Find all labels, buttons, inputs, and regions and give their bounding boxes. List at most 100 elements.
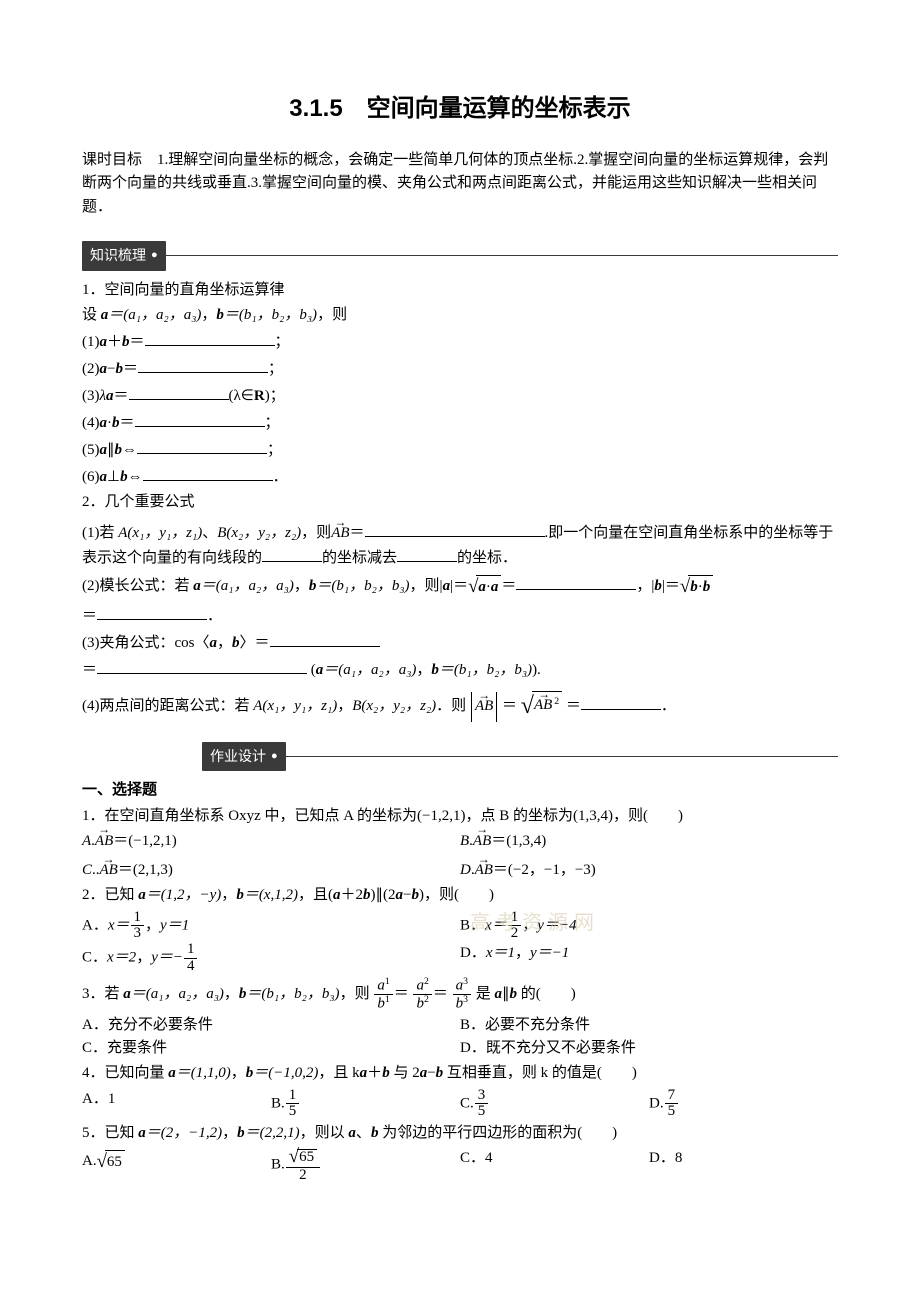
vb: b: [115, 361, 123, 377]
page-root: 3.1.5 空间向量运算的坐标表示 课时目标 1.理解空间向量坐标的概念，会确定…: [0, 0, 920, 1224]
blank: [262, 545, 322, 562]
vec-AB2: AB: [534, 694, 554, 717]
t: 为邻边的平行四边形的面积为( ): [378, 1125, 617, 1141]
t: 的坐标减去: [322, 550, 397, 566]
sqrt-aa: √a·a: [468, 572, 501, 601]
k2-heading: 2．几个重要公式: [82, 491, 838, 514]
vec-AB: AB: [475, 859, 493, 882]
vb: b: [431, 662, 439, 678]
q2-D: D．x＝1，y＝−1: [460, 942, 838, 975]
va: a: [100, 415, 108, 431]
va2: a: [348, 1125, 356, 1141]
t: ，则: [301, 525, 331, 541]
d: 5: [665, 1104, 679, 1120]
tab-dot-icon: ●: [268, 748, 278, 765]
l: B.: [271, 1157, 285, 1173]
blank: [516, 574, 636, 591]
r2: a: [491, 579, 499, 595]
section-knowledge-header: 知识梳理 ●: [82, 241, 838, 271]
t: ，则: [317, 307, 347, 323]
t: ＋2: [340, 887, 363, 903]
vec-AB: AB: [331, 522, 349, 545]
r2: b: [703, 579, 711, 595]
vb2: b: [654, 578, 662, 594]
lbl: (6): [82, 469, 100, 485]
va: a: [100, 469, 108, 485]
q2-choices-row2: C．x＝2，y＝−14 D．x＝1，y＝−1: [82, 942, 838, 975]
va: a: [100, 361, 108, 377]
eq: ＝: [82, 662, 97, 678]
q5-C: C．4: [460, 1147, 649, 1183]
ab: AB: [534, 697, 552, 713]
v: ＝(1,3,4): [491, 833, 546, 849]
va: a: [210, 635, 218, 651]
q5-D: D．8: [649, 1147, 838, 1183]
q4-stem: 4．已知向量 a＝(1,1,0)，b＝(−1,0,2)，且 ka＋b 与 2a−…: [82, 1062, 838, 1085]
ac: ＝(a₁，a₂，a₃): [323, 662, 416, 678]
frac-3-5: 35: [475, 1088, 489, 1121]
q5-A: A.√65: [82, 1147, 271, 1183]
l: C.: [460, 1095, 474, 1111]
t: 的( ): [517, 986, 576, 1002]
section-tab-homework: 作业设计 ●: [202, 742, 286, 772]
va: a: [106, 388, 114, 404]
s: 3: [463, 976, 468, 987]
eq: |＝: [450, 578, 468, 594]
q1-D: D.AB＝(−2，−1，−3): [460, 859, 838, 882]
n: 1: [286, 1088, 300, 1105]
n: 3: [475, 1088, 489, 1105]
frac-1-4: 14: [184, 942, 198, 975]
c: ，: [136, 950, 151, 966]
l: D．: [460, 945, 486, 961]
n: 1: [184, 942, 198, 959]
blank: [137, 437, 267, 454]
k1-setup: 设 a＝(a₁，a₂，a₃)，b＝(b₁，b₂，b₃)，则: [82, 304, 838, 327]
blank: [145, 329, 275, 346]
sq: 2: [554, 696, 559, 707]
eq: ＝: [350, 525, 365, 541]
n: 1: [508, 910, 522, 927]
B: B(x₂，y₂，z₂): [352, 698, 436, 714]
vb2: b: [510, 986, 518, 1002]
v: ＝(2,1,3): [118, 862, 173, 878]
d: b: [416, 995, 424, 1011]
c: ，: [224, 986, 239, 1002]
ab: AB: [331, 525, 349, 541]
va3: a: [395, 887, 403, 903]
q4-B: B.15: [271, 1088, 460, 1121]
lbl: (2): [82, 361, 100, 377]
k1-6: (6)a⊥b⇔．: [82, 464, 838, 489]
s: 2: [424, 994, 429, 1005]
q3-D: D．既不充分又不必要条件: [460, 1037, 838, 1060]
x: x＝: [485, 917, 507, 933]
va: a: [123, 986, 131, 1002]
frac-1-3: 13: [131, 910, 145, 943]
b-coords: ＝(b₁，b₂，b₃): [224, 307, 317, 323]
t: 与 2: [390, 1065, 420, 1081]
hw-section-1: 一、选择题: [82, 779, 838, 802]
t: (λ∈: [229, 388, 254, 404]
k2-1: (1)若 A(x₁，y₁，z₁)、B(x₂，y₂，z₂)，则AB＝.即一个向量在…: [82, 520, 838, 570]
vb: b: [115, 442, 123, 458]
n: a: [456, 977, 464, 993]
k1-heading: 1．空间向量的直角坐标运算律: [82, 279, 838, 302]
frac-sqrt65-2: √652: [286, 1147, 320, 1183]
vec-AB: AB: [100, 859, 118, 882]
d: 5: [286, 1104, 300, 1120]
bc: ＝(2,2,1): [245, 1125, 300, 1141]
t: 2．已知: [82, 887, 138, 903]
l: B.: [271, 1095, 285, 1111]
t: )；: [265, 388, 285, 404]
q2-B: B．x＝12，y＝−4: [460, 910, 838, 943]
lbl: (4): [82, 415, 100, 431]
blank: [138, 356, 268, 373]
d: 5: [475, 1104, 489, 1120]
y: y＝−4: [537, 917, 576, 933]
s: 1: [385, 976, 390, 987]
n: a: [416, 977, 424, 993]
va: a: [100, 334, 108, 350]
q3-choices-row1: A．充分不必要条件 B．必要不充分条件: [82, 1014, 838, 1037]
r: 65: [297, 1149, 317, 1166]
blank: [129, 383, 229, 400]
e: ＝: [394, 986, 409, 1002]
